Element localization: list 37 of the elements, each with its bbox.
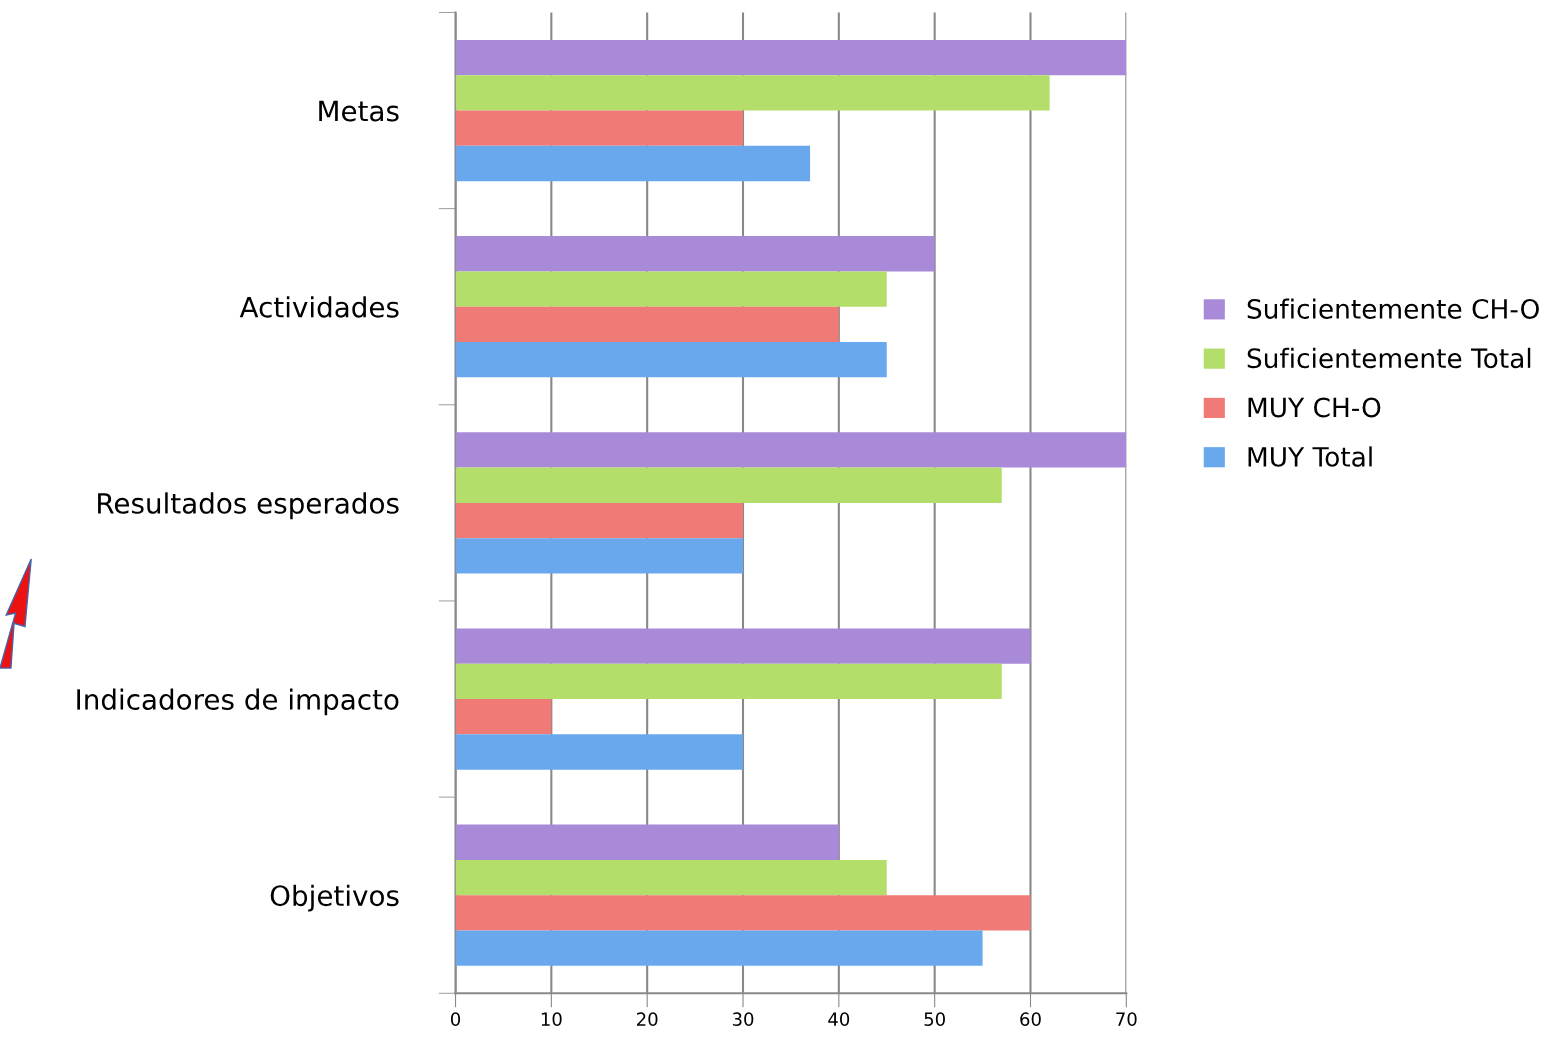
bar bbox=[455, 663, 1002, 700]
bar bbox=[455, 342, 887, 378]
bar bbox=[455, 145, 811, 182]
bar bbox=[455, 824, 839, 860]
y-tick-label: Actividades bbox=[239, 296, 399, 318]
y-tick-label: Metas bbox=[319, 100, 399, 122]
y-tick-label: Resultados esperados bbox=[98, 492, 399, 520]
bar bbox=[455, 859, 887, 896]
x-tick-label: 70 bbox=[1116, 1012, 1137, 1027]
bar bbox=[455, 236, 935, 272]
bar bbox=[455, 628, 1031, 664]
legend-label: Suficientemente CH-O bbox=[1247, 298, 1539, 319]
bar bbox=[455, 930, 983, 966]
x-tick-label: 30 bbox=[732, 1012, 754, 1027]
x-tick-label: 20 bbox=[637, 1012, 658, 1027]
y-tick-label: Indicadores de impacto bbox=[77, 688, 399, 716]
x-tick-label: 60 bbox=[1020, 1012, 1041, 1027]
bar bbox=[455, 306, 839, 343]
legend-label: MUY Total bbox=[1248, 446, 1372, 467]
x-tick-label: 40 bbox=[828, 1012, 850, 1027]
x-tick-label: 50 bbox=[924, 1012, 945, 1027]
y-tick-label: Objetivos bbox=[270, 884, 399, 912]
bar bbox=[455, 734, 744, 770]
bar bbox=[455, 39, 1127, 76]
bar bbox=[455, 75, 1050, 111]
legend-label: MUY CH-O bbox=[1248, 397, 1381, 418]
legend-label: Suficientemente Total bbox=[1247, 347, 1531, 369]
x-tick-label: 0 bbox=[450, 1012, 461, 1027]
bar bbox=[455, 110, 744, 146]
bar bbox=[455, 895, 1031, 931]
bar bbox=[455, 699, 552, 735]
bar bbox=[455, 538, 744, 574]
bar bbox=[455, 502, 744, 539]
bar bbox=[455, 271, 887, 307]
bar bbox=[455, 467, 1002, 503]
bar bbox=[455, 432, 1127, 468]
x-tick-label: 10 bbox=[541, 1012, 562, 1027]
